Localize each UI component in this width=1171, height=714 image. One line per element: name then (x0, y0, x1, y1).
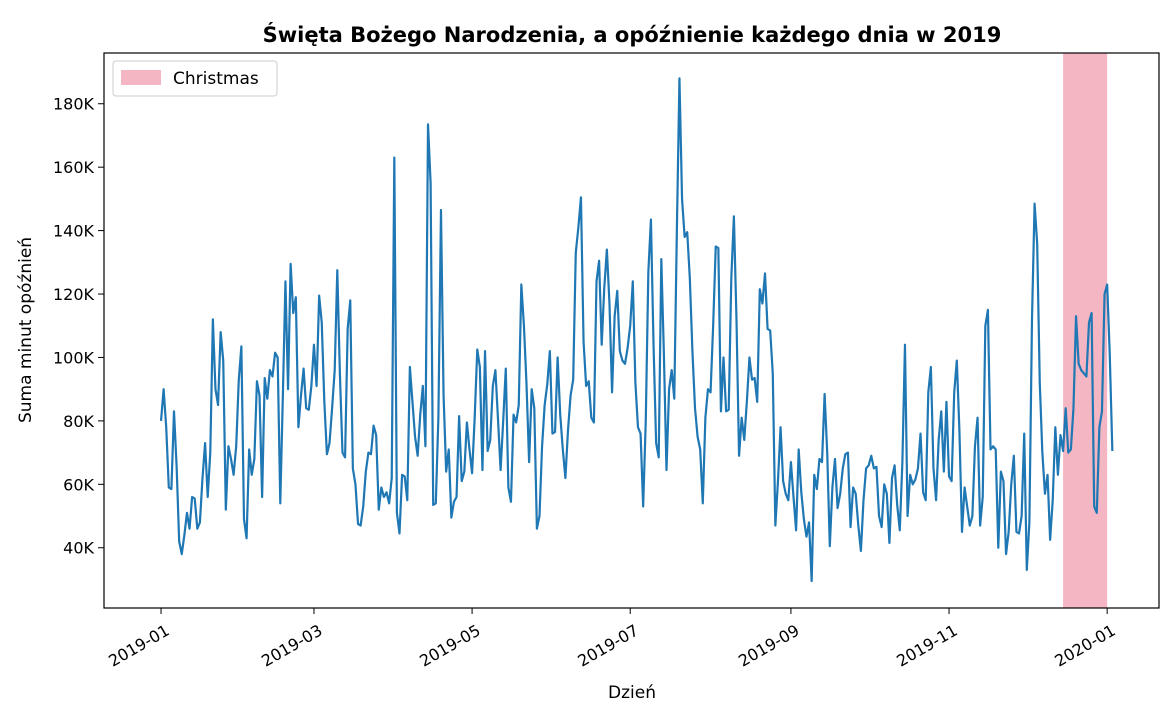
y-tick-label: 140K (53, 222, 95, 241)
chart-title: Święta Bożego Narodzenia, a opóźnienie k… (263, 22, 1002, 47)
x-axis: 2019-01 2019-03 2019-05 2019-07 2019-09 2019-… (105, 608, 1119, 671)
plot-area (159, 53, 1114, 608)
axes-frame (103, 52, 1160, 609)
delay-series-line (159, 77, 1114, 583)
x-tick-label: 2019-09 (735, 621, 802, 671)
x-tick-label: 2019-01 (105, 621, 172, 671)
y-tick-label: 160K (53, 158, 95, 177)
legend-box (112, 60, 278, 97)
x-tick-label: 2019-05 (416, 621, 483, 671)
y-tick-label: 180K (53, 95, 95, 114)
x-tick-label: 2019-03 (258, 621, 325, 671)
y-tick-label: 60K (63, 475, 94, 494)
y-tick-label: 120K (53, 285, 95, 304)
x-tick-label: 2019-07 (574, 621, 641, 671)
y-tick-label: 100K (53, 348, 95, 367)
x-tick-label: 2019-11 (893, 621, 960, 671)
legend: Christmas (112, 60, 278, 97)
legend-label: Christmas (173, 69, 259, 89)
legend-swatch (121, 70, 161, 85)
y-axis: 40K 60K 80K 100K 120K 140K 160K 180K (53, 95, 104, 558)
y-tick-label: 40K (63, 539, 94, 558)
christmas-highlight-band (1063, 53, 1108, 608)
y-axis-label: Suma minut opóźnień (16, 237, 36, 423)
y-tick-label: 80K (63, 412, 94, 431)
x-tick-label: 2020-01 (1051, 621, 1118, 671)
x-axis-label: Dzień (608, 683, 656, 703)
